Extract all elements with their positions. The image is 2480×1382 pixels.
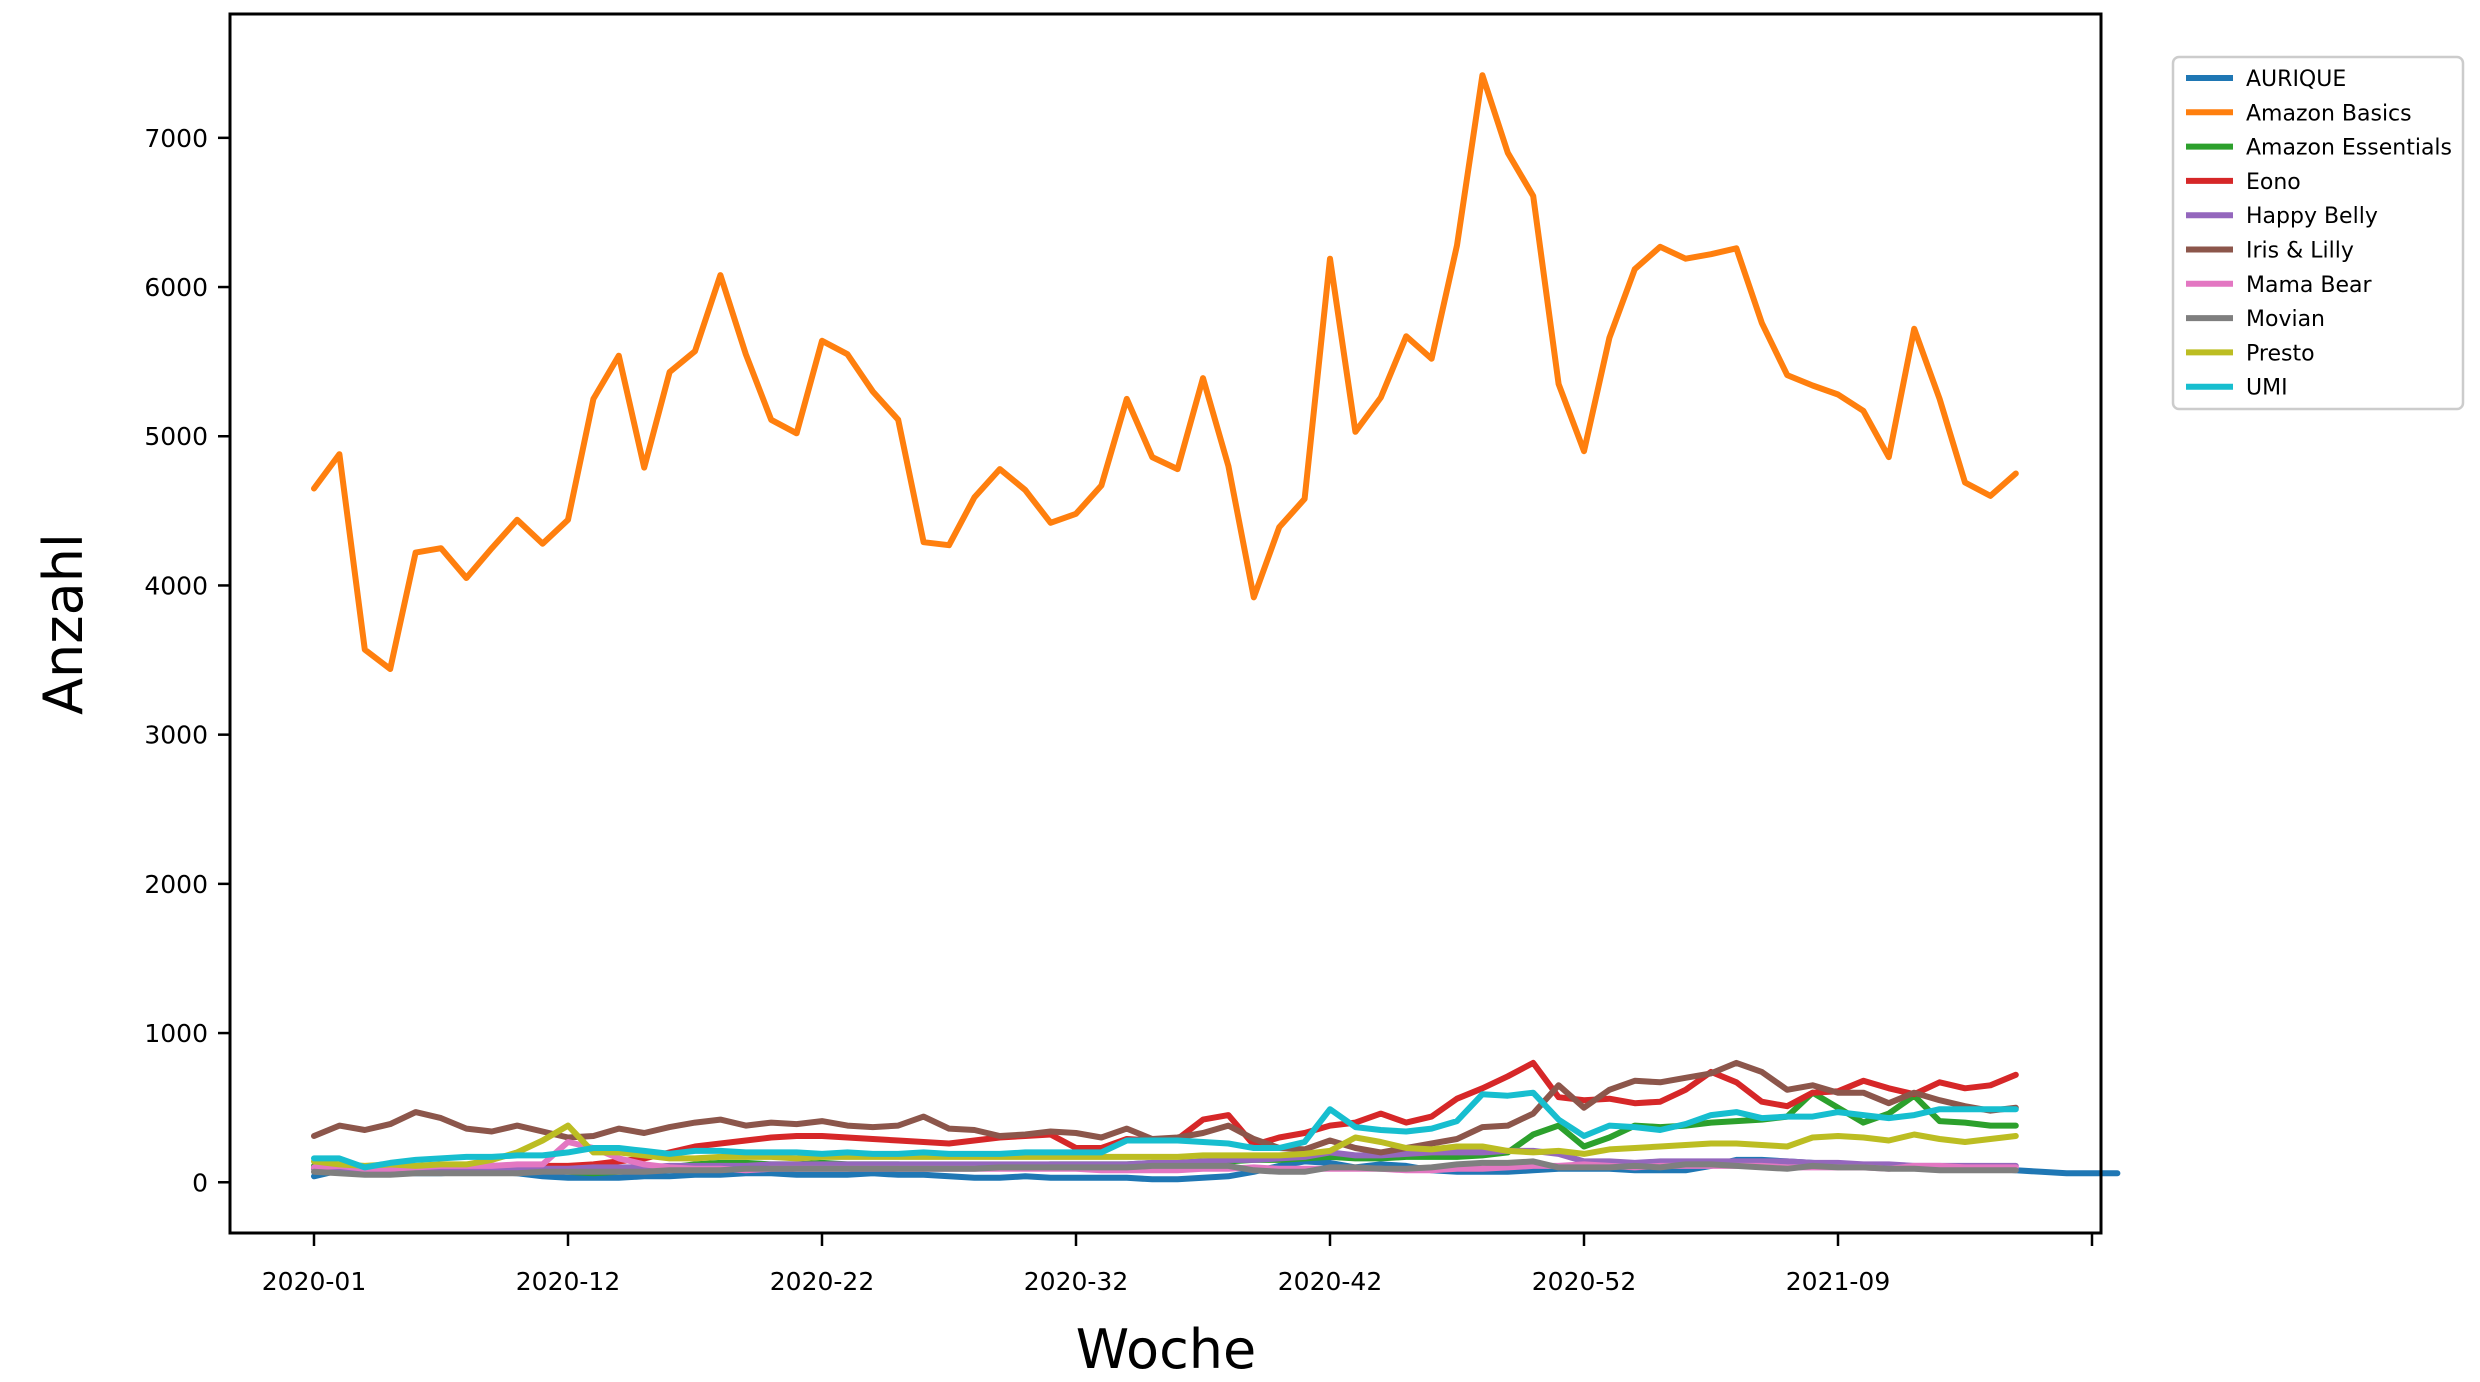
x-axis: 2020-01 2020-12 2020-22 2020-32 2020-42 2020-…	[262, 1233, 2094, 1296]
x-tick-label: 2020-42	[1278, 1267, 1382, 1296]
x-tick-label: 2020-22	[770, 1267, 874, 1296]
x-tick-label: 2021-09	[1786, 1267, 1890, 1296]
x-tick-label: 2020-52	[1532, 1267, 1636, 1296]
y-tick-label: 1000	[144, 1019, 208, 1048]
legend-frame	[2171, 55, 2465, 411]
y-tick-label: 5000	[144, 422, 208, 451]
x-axis-label: Woche	[1076, 1318, 1256, 1381]
legend-label-iris-lilly: Iris & Lilly	[2246, 239, 2354, 264]
y-axis-label: Anzahl	[32, 533, 95, 715]
y-tick-label: 7000	[144, 124, 208, 153]
legend-label-mama-bear: Mama Bear	[2246, 273, 2372, 298]
legend-label-eono: Eono	[2246, 170, 2301, 195]
legend-label-happy-belly: Happy Belly	[2246, 204, 2378, 229]
y-tick-label: 3000	[144, 721, 208, 750]
series-line-presto	[311, 1122, 2019, 1169]
series-layer	[311, 72, 2121, 1183]
legend-label-umi: UMI	[2246, 376, 2288, 401]
y-tick-label: 6000	[144, 273, 208, 302]
legend: AURIQUE Amazon Basics Amazon Essentials Eon…	[2171, 55, 2465, 411]
legend-label-amazon-basics: Amazon Basics	[2246, 101, 2412, 126]
series-line-umi	[311, 1089, 2019, 1171]
y-tick-label: 0	[192, 1168, 208, 1197]
plot-area-frame	[228, 12, 2103, 1235]
x-tick-label: 2020-12	[516, 1267, 620, 1296]
legend-label-movian: Movian	[2246, 307, 2325, 332]
x-tick-label: 2020-01	[262, 1267, 366, 1296]
legend-label-amazon-essentials: Amazon Essentials	[2246, 136, 2452, 161]
x-tick-label: 2020-32	[1024, 1267, 1128, 1296]
y-tick-label: 2000	[144, 870, 208, 899]
series-line-movian	[311, 1158, 2019, 1178]
legend-label-presto: Presto	[2246, 341, 2315, 366]
y-axis: 0 1000 2000 3000 4000 5000 6000 7000	[144, 124, 230, 1197]
series-line-amazon-basics	[311, 72, 2019, 672]
y-tick-label: 4000	[144, 571, 208, 600]
legend-label-aurique: AURIQUE	[2246, 67, 2346, 92]
